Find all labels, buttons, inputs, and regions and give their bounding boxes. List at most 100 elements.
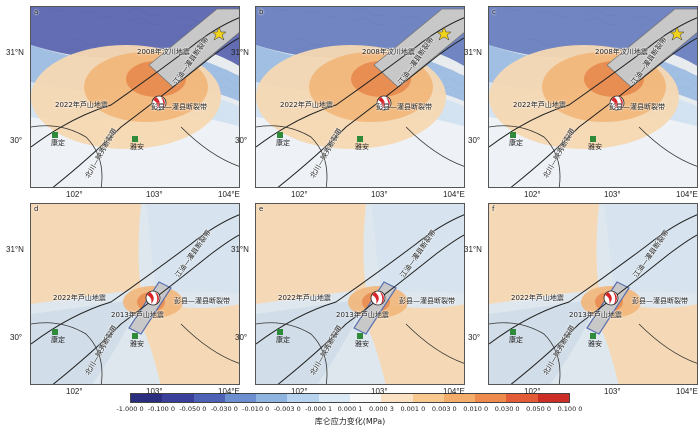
x-tick-label: 104°E — [443, 190, 465, 199]
label-2022-lushan: 2022年芦山地震 — [278, 294, 331, 302]
x-tick-label: 102° — [524, 190, 541, 199]
map-panel-b: b 2008年汶川地震 2022年芦山地震 彭县—灌县断裂带 江油—灌县断裂带 北川—映秀… — [255, 6, 465, 188]
label-pengguan-fault: 彭县—灌县断裂带 — [609, 103, 665, 111]
label-pengguan-fault: 彭县—灌县断裂带 — [399, 297, 455, 305]
colorbar — [130, 393, 570, 403]
site-kangding — [510, 132, 516, 138]
y-tick-label: 31°N — [231, 48, 249, 57]
label-pengguan-fault: 彭县—灌县断裂带 — [376, 103, 432, 111]
epicenter-2008-star — [669, 26, 685, 41]
label-2008-wenchuan: 2008年汶川地震 — [595, 48, 648, 56]
x-tick-label: 104°E — [443, 387, 465, 396]
x-tick-label: 102° — [66, 387, 83, 396]
x-tick-label: 104°E — [218, 190, 240, 199]
colorbar-segment — [193, 394, 225, 402]
label-2013-lushan: 2013年芦山地震 — [111, 311, 164, 319]
y-tick-label: 30° — [468, 333, 481, 342]
site-kangding — [277, 132, 283, 138]
x-tick-label: 102° — [291, 387, 308, 396]
label-kangding: 康定 — [276, 139, 290, 147]
site-yaan — [357, 333, 363, 339]
map-panel-c: c 2008年汶川地震 2022年芦山地震 彭县—灌县断裂带 江油—灌县断裂带 北川—映秀… — [488, 6, 698, 188]
colorbar-tick-label: -0.100 0 — [147, 405, 175, 413]
epicenter-2008-star — [211, 26, 227, 41]
colorbar-tick-label: 0.030 0 — [494, 405, 520, 413]
focal-mechanism-2022 — [370, 290, 386, 306]
x-tick-label: 102° — [66, 190, 83, 199]
site-kangding — [52, 329, 58, 335]
y-tick-label: 31°N — [464, 245, 482, 254]
colorbar-segment — [256, 394, 288, 402]
y-tick-label: 31°N — [231, 245, 249, 254]
colorbar-segment — [162, 394, 194, 402]
focal-mechanism-2022 — [151, 95, 167, 111]
colorbar-segment — [475, 394, 507, 402]
y-tick-label: 31°N — [464, 48, 482, 57]
colorbar-tick-label: -1.000 0 — [116, 405, 144, 413]
label-pengguan-fault: 彭县—灌县断裂带 — [632, 297, 688, 305]
map-canvas — [31, 204, 239, 384]
map-panel-f: f 2022年芦山地震 2013年芦山地震 彭县—灌县断裂带 江油—灌县断裂带 北川—映秀… — [488, 203, 698, 385]
colorbar-tick-label: -0.000 1 — [304, 405, 333, 413]
label-kangding: 康定 — [51, 139, 65, 147]
label-kangding: 康定 — [509, 336, 523, 344]
focal-mechanism-2022 — [145, 290, 161, 306]
label-yaan: 雅安 — [130, 340, 144, 348]
colorbar-tick-label: 0.001 0 — [400, 405, 426, 413]
map-panel-d: d 2022年芦山地震 2013年芦山地震 彭县—灌县断裂带 江油—灌县断裂带 北川—映秀… — [30, 203, 240, 385]
x-tick-label: 102° — [524, 387, 541, 396]
site-yaan — [132, 136, 138, 142]
colorbar-tick-label: 0.000 3 — [369, 405, 394, 413]
label-2022-lushan: 2022年芦山地震 — [280, 101, 333, 109]
colorbar-tick-label: 0.000 1 — [337, 405, 363, 413]
site-kangding — [52, 132, 58, 138]
colorbar-segment — [287, 394, 319, 402]
colorbar-tick-label: -0.030 0 — [210, 405, 238, 413]
panel-label: c — [492, 8, 496, 16]
panel-label: b — [259, 8, 264, 16]
site-yaan — [357, 136, 363, 142]
site-yaan — [132, 333, 138, 339]
colorbar-tick-label: -0.050 0 — [179, 405, 207, 413]
site-yaan — [590, 136, 596, 142]
rupture-plane-2008 — [148, 8, 239, 88]
focal-mechanism-2022 — [376, 95, 392, 111]
y-tick-label: 31°N — [6, 245, 24, 254]
label-yaan: 雅安 — [355, 143, 369, 151]
focal-mechanism-2022 — [603, 290, 619, 306]
label-yaan: 雅安 — [355, 340, 369, 348]
label-2022-lushan: 2022年芦山地震 — [53, 294, 106, 302]
label-2022-lushan: 2022年芦山地震 — [513, 101, 566, 109]
y-tick-label: 31°N — [6, 48, 24, 57]
site-yaan — [590, 333, 596, 339]
panel-label: a — [34, 8, 39, 16]
label-yaan: 雅安 — [588, 143, 602, 151]
label-pengguan-fault: 彭县—灌县断裂带 — [174, 297, 230, 305]
x-tick-label: 103° — [604, 387, 621, 396]
label-kangding: 康定 — [51, 336, 65, 344]
colorbar-title: 库仑应力变化(MPa) — [314, 417, 386, 426]
colorbar-tick-label: 0.100 0 — [557, 405, 583, 413]
label-2008-wenchuan: 2008年汶川地震 — [362, 48, 415, 56]
label-2022-lushan: 2022年芦山地震 — [55, 101, 108, 109]
label-2022-lushan: 2022年芦山地震 — [511, 294, 564, 302]
colorbar-tick-label: -0.010 0 — [242, 405, 270, 413]
label-kangding: 康定 — [509, 139, 523, 147]
colorbar-segment — [318, 394, 350, 402]
panel-label: f — [492, 205, 495, 213]
map-panel-a: a 2008年汶川地震 2022年芦山地震 彭县—灌县断裂带 江油—灌县断裂带 北川—映秀… — [30, 6, 240, 188]
map-canvas — [489, 204, 697, 384]
y-tick-label: 30° — [10, 136, 23, 145]
colorbar-segment — [349, 394, 382, 402]
focal-mechanism-2022 — [609, 95, 625, 111]
colorbar-segment — [506, 394, 538, 402]
x-tick-label: 103° — [604, 190, 621, 199]
y-tick-label: 30° — [235, 333, 248, 342]
x-tick-label: 103° — [146, 190, 163, 199]
site-kangding — [510, 329, 516, 335]
colorbar-segment — [412, 394, 444, 402]
x-tick-label: 103° — [371, 190, 388, 199]
colorbar-tick-label: 0.050 0 — [526, 405, 551, 413]
y-tick-label: 30° — [468, 136, 481, 145]
y-tick-label: 30° — [10, 333, 23, 342]
